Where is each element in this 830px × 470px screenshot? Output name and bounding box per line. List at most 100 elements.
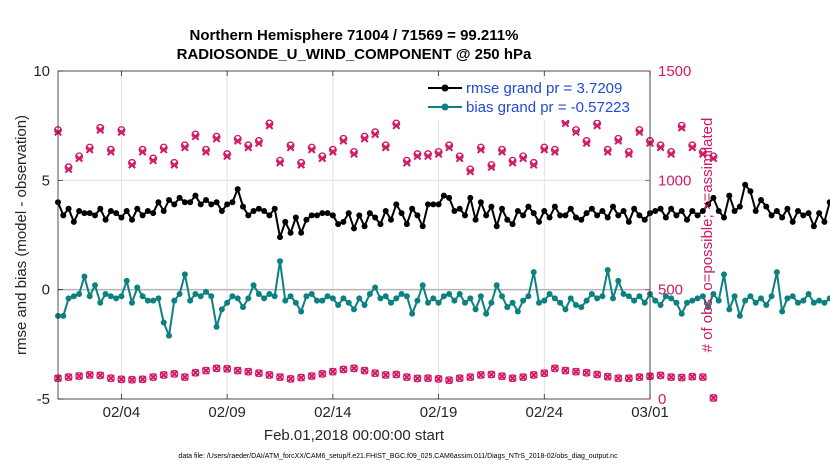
- series-0-point-138: [784, 205, 791, 212]
- series-0-point-32: [224, 201, 231, 208]
- series-0-point-2: [65, 205, 72, 212]
- series-1-point-68: [414, 297, 421, 304]
- series-4-point-7: [128, 375, 136, 384]
- series-5-point-4: [96, 371, 105, 380]
- y2-tick-label-1: 500: [658, 282, 683, 299]
- series-0-point-100: [583, 210, 590, 217]
- x-tick-label-3: 02/19: [420, 404, 458, 421]
- series-0-point-95: [557, 212, 564, 219]
- series-1-point-129: [736, 312, 743, 319]
- series-4-point-58: [667, 373, 676, 382]
- series-4-point-29: [360, 366, 369, 375]
- series-3-point-8: [138, 147, 147, 156]
- series-1-point-13: [123, 277, 130, 284]
- series-0-point-141: [800, 212, 807, 219]
- series-1-point-45: [292, 299, 299, 306]
- series-0-point-80: [477, 199, 484, 206]
- series-1-point-43: [282, 297, 289, 304]
- series-0-point-33: [229, 199, 236, 206]
- series-0-point-72: [435, 201, 442, 208]
- series-1-point-4: [76, 291, 83, 298]
- series-0-point-49: [314, 212, 320, 219]
- series-3-point-40: [476, 145, 485, 154]
- series-5-point-41: [487, 370, 496, 379]
- series-0-point-132: [752, 207, 759, 214]
- series-3-point-60: [688, 143, 697, 152]
- series-5-point-34: [413, 374, 422, 383]
- series-0-point-63: [388, 216, 394, 223]
- series-0-point-21: [166, 197, 172, 204]
- series-0-point-131: [747, 188, 754, 195]
- series-0-point-56: [351, 225, 357, 232]
- series-4-point-20: [265, 370, 274, 379]
- series-4-point-51: [593, 370, 602, 379]
- series-1-point-54: [340, 295, 347, 302]
- series-1-point-74: [446, 291, 453, 298]
- series-1-point-84: [499, 293, 505, 300]
- y-tick-label-2: 5: [42, 172, 50, 189]
- series-0-point-136: [773, 207, 780, 214]
- series-1-point-113: [652, 297, 659, 304]
- series-4-point-1: [64, 373, 73, 382]
- series-4-point-37: [445, 376, 454, 385]
- data-marks: [54, 117, 830, 402]
- chart-subtitle: RADIOSONDE_U_WIND_COMPONENT @ 250 hPa: [177, 46, 532, 63]
- series-5-point-17: [233, 366, 242, 375]
- series-4-point-27: [339, 365, 348, 374]
- series-0-point-38: [255, 205, 262, 212]
- series-3-point-31: [381, 143, 390, 152]
- series-3-point-57: [656, 143, 665, 152]
- series-1-point-15: [134, 284, 141, 291]
- series-0-point-66: [403, 221, 410, 228]
- y-axis-label: rmse and bias (model - observation): [13, 115, 30, 355]
- series-1-point-72: [435, 299, 442, 306]
- series-0-point-42: [277, 234, 283, 241]
- series-4-point-55: [635, 373, 644, 382]
- series-0-point-6: [86, 210, 93, 217]
- series-3: [54, 119, 718, 176]
- series-4-point-8: [138, 375, 147, 384]
- series-5-point-18: [244, 367, 253, 376]
- series-0-point-135: [768, 212, 775, 219]
- series-1-point-10: [107, 293, 114, 300]
- series-0-point-60: [372, 214, 379, 221]
- series-3-point-37: [445, 143, 454, 152]
- x-tick-label-1: 02/09: [208, 404, 246, 421]
- series-0-point-137: [779, 214, 786, 221]
- series-3-point-39: [466, 167, 475, 176]
- series-0-point-78: [467, 194, 474, 201]
- series-4-point-6: [117, 375, 126, 384]
- series-3-point-19: [254, 139, 263, 148]
- series-0-point-5: [81, 210, 88, 217]
- series-5-point-14: [202, 366, 210, 375]
- series-0-point-113: [652, 207, 659, 214]
- series-0-point-102: [594, 212, 601, 219]
- series-5-point-31: [381, 371, 390, 379]
- series-5-point-32: [392, 370, 401, 379]
- series-4-point-28: [350, 364, 358, 373]
- series-3-point-17: [233, 137, 242, 145]
- series-0-point-116: [668, 205, 675, 212]
- series-1-point-19: [155, 295, 162, 302]
- series-0-point-146: [826, 199, 830, 206]
- series-4-point-17: [233, 366, 242, 375]
- series-1-point-86: [509, 299, 516, 306]
- series-3-point-13: [191, 132, 200, 141]
- series-0-point-9: [102, 216, 109, 223]
- series-1-point-82: [488, 299, 495, 306]
- series-5-point-21: [276, 373, 284, 382]
- series-3-point-23: [297, 161, 306, 169]
- series-1-point-60: [372, 284, 379, 291]
- series-1-point-12: [118, 293, 125, 300]
- series-1-point-98: [573, 301, 579, 308]
- series-5-point-47: [550, 364, 559, 373]
- series-0-point-19: [155, 199, 162, 206]
- series-1-point-97: [567, 295, 574, 302]
- series-5-point-36: [434, 374, 443, 383]
- series-1-point-78: [467, 295, 474, 302]
- series-3-point-55: [635, 128, 644, 137]
- series-3-point-30: [371, 130, 380, 139]
- series-3-point-16: [223, 152, 232, 161]
- series-3-point-62: [709, 154, 718, 163]
- series-1-point-141: [800, 297, 807, 304]
